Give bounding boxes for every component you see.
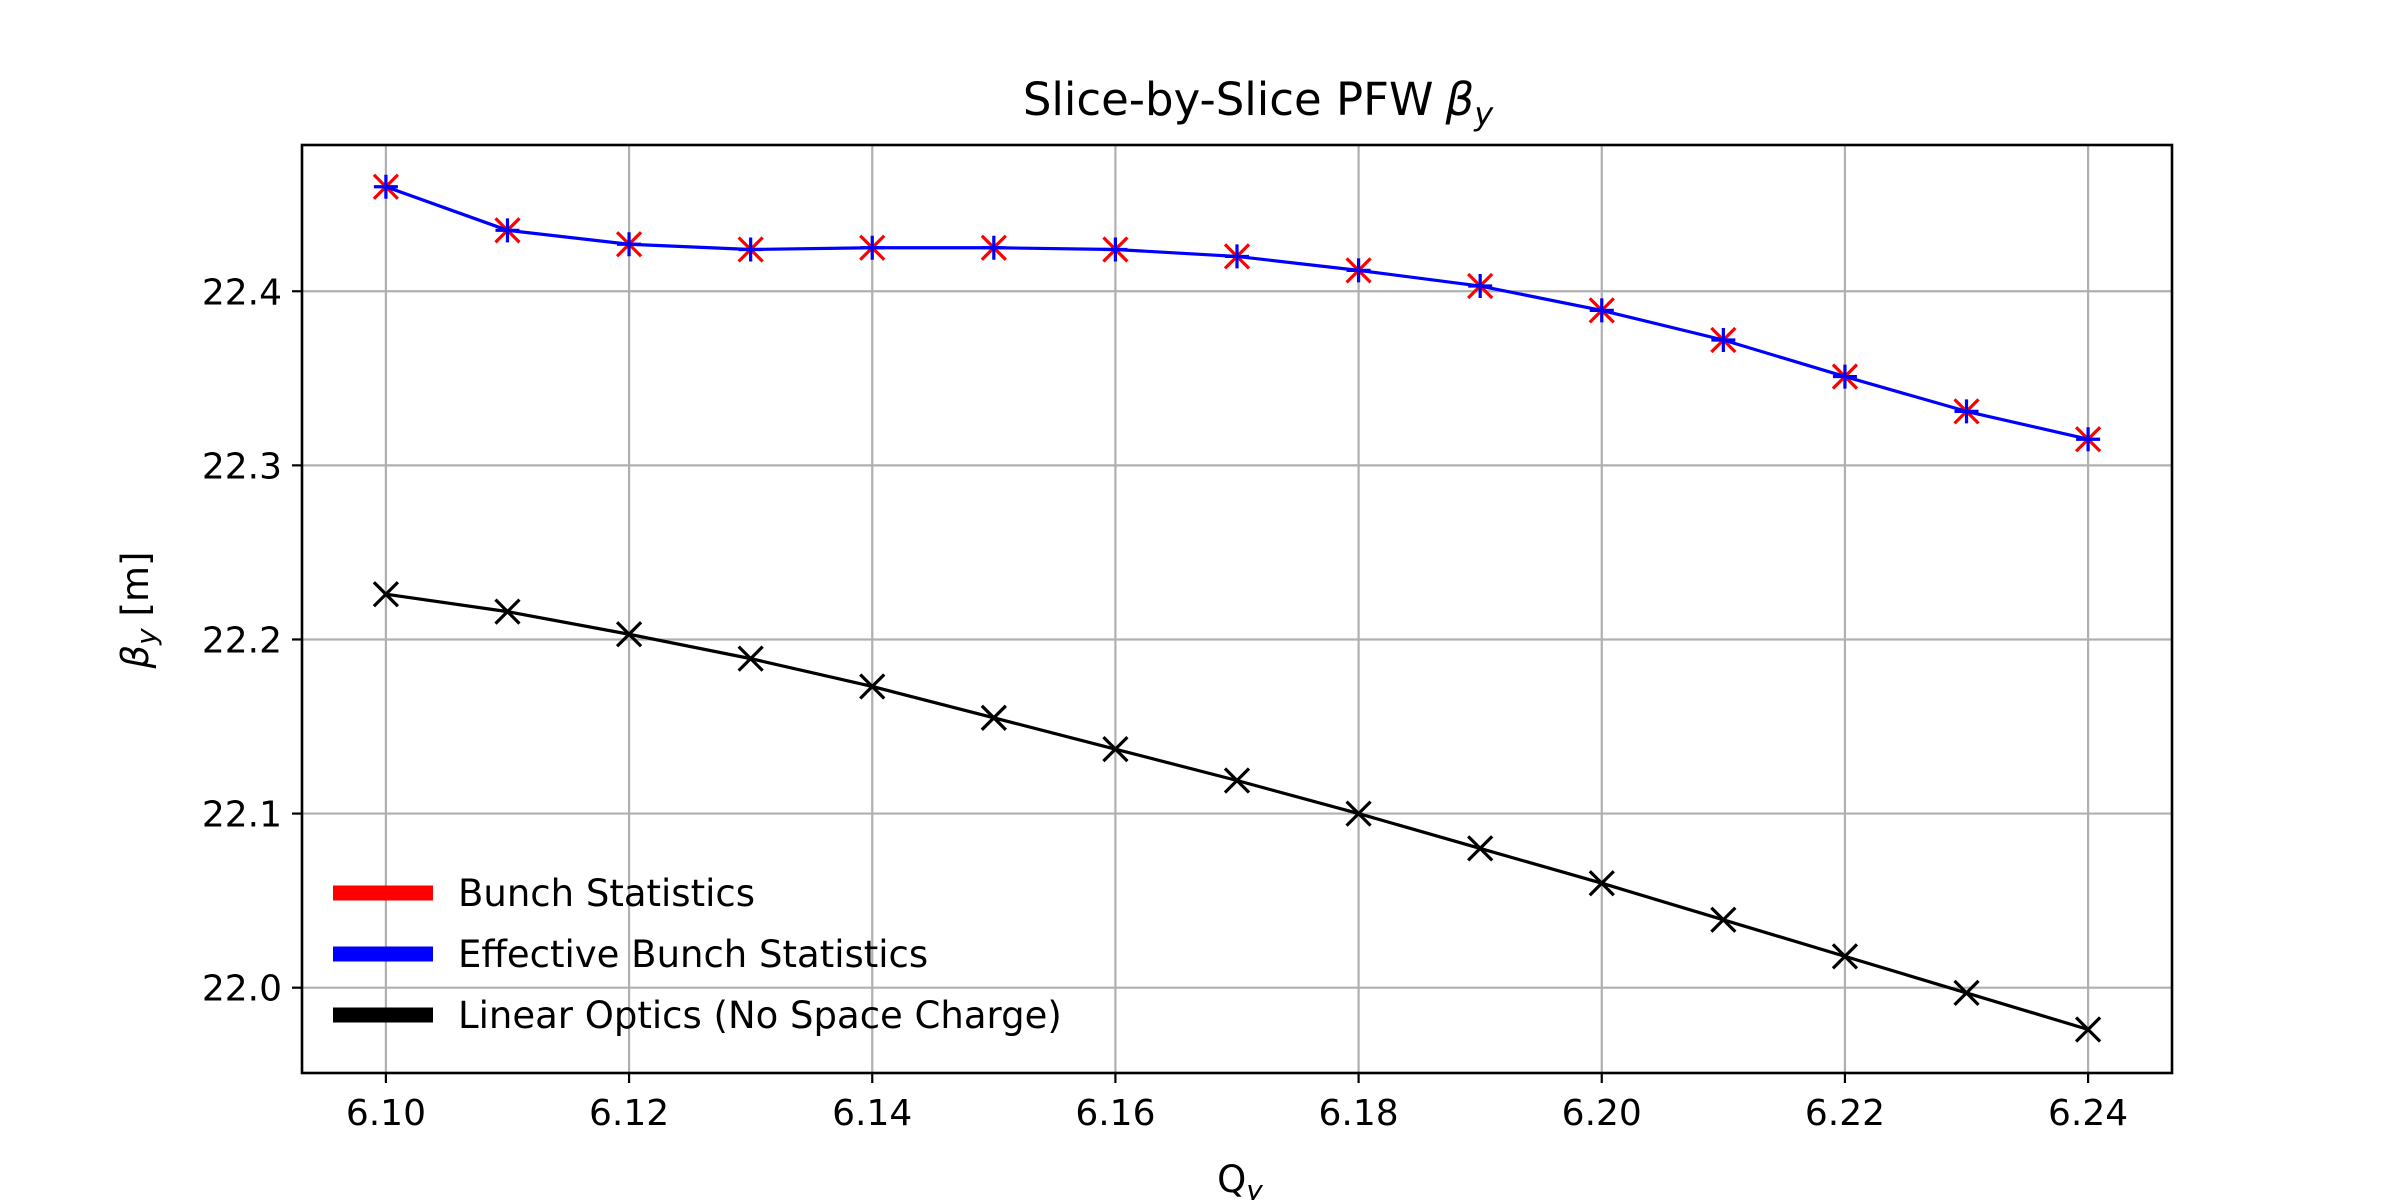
data-point	[1710, 906, 1737, 933]
x-tick-label: 6.20	[1562, 1093, 1642, 1134]
data-point	[738, 237, 763, 262]
data-point	[1832, 364, 1857, 389]
chart-title-subscript: y	[1473, 95, 1494, 133]
data-point	[615, 621, 643, 648]
chart-title-text: Slice-by-Slice PFW	[1023, 73, 1434, 126]
grid	[302, 145, 2172, 1073]
plot-series	[372, 173, 2102, 1043]
legend-label: Linear Optics (No Space Charge)	[458, 994, 1062, 1037]
data-point	[1589, 298, 1614, 323]
data-point	[1468, 274, 1493, 299]
data-point	[617, 232, 642, 257]
y-tick-label: 22.4	[202, 272, 282, 313]
data-point	[373, 174, 398, 199]
y-tick-label: 22.0	[202, 969, 282, 1010]
data-point	[1831, 943, 1859, 970]
data-point	[1346, 258, 1371, 283]
x-tick-label: 6.18	[1319, 1093, 1399, 1134]
x-tick-label: 6.10	[346, 1093, 426, 1134]
y-axis-label-symbol: β	[114, 645, 157, 670]
y-tick-label: 22.1	[202, 795, 282, 836]
y-axis-label-unit: [m]	[114, 552, 157, 629]
data-point	[1588, 870, 1615, 897]
data-point	[495, 218, 520, 243]
data-point	[494, 598, 521, 625]
data-point	[737, 645, 764, 672]
data-point	[2076, 427, 2101, 452]
data-point	[981, 235, 1006, 260]
x-tick-label: 6.12	[589, 1093, 669, 1134]
x-axis-label-text: Q	[1217, 1158, 1246, 1200]
chart-title: Slice-by-Slice PFW βy	[1023, 73, 1494, 133]
data-point	[1711, 328, 1736, 353]
y-axis-label: βy [m]	[114, 552, 163, 670]
plot-frame	[300, 143, 2174, 1075]
y-tick-label: 22.3	[202, 446, 282, 487]
x-axis-label: Qy	[1217, 1158, 1263, 1200]
x-tick-label: 6.14	[832, 1093, 912, 1134]
data-point	[1225, 244, 1249, 269]
legend: Bunch Statistics Effective Bunch Statisti…	[333, 872, 1062, 1037]
data-point	[1102, 736, 1129, 763]
data-point	[1953, 979, 1980, 1007]
data-point	[1103, 237, 1128, 262]
x-axis-label-subscript: y	[1245, 1174, 1263, 1200]
series-2	[372, 581, 2102, 1043]
x-tick-label: 6.22	[1805, 1093, 1885, 1134]
data-point	[980, 704, 1007, 731]
data-point	[1223, 767, 1251, 794]
series-1	[373, 174, 2101, 452]
chart-title-symbol: β	[1445, 73, 1475, 126]
axis-ticks: 6.10 6.12 6.14 6.16 6.18 6.20 6.22 6.24 22.0 22.1…	[202, 272, 2128, 1134]
data-point	[1954, 399, 1979, 424]
legend-label: Effective Bunch Statistics	[458, 933, 928, 976]
data-point	[372, 581, 400, 608]
legend-label: Bunch Statistics	[458, 872, 755, 915]
x-tick-label: 6.24	[2048, 1093, 2128, 1134]
data-point	[1345, 800, 1372, 827]
y-tick-label: 22.2	[202, 620, 282, 661]
x-tick-label: 6.16	[1075, 1093, 1155, 1134]
data-point	[2074, 1016, 2102, 1043]
y-axis-label-subscript: y	[130, 628, 163, 646]
data-point	[1467, 835, 1494, 862]
data-point	[860, 235, 885, 260]
data-point	[859, 673, 886, 700]
